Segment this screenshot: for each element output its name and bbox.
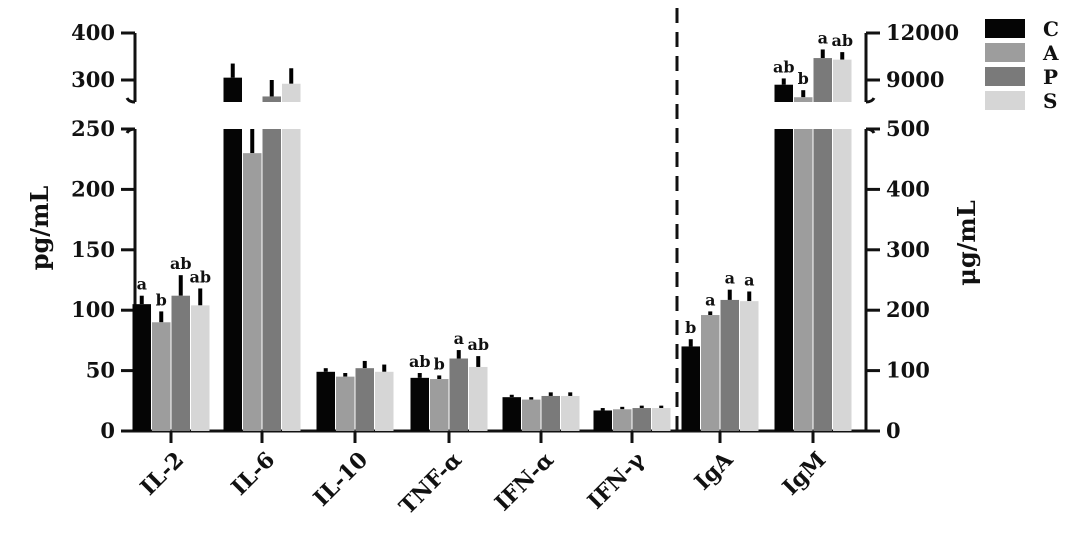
bar-a-lower: [794, 129, 813, 431]
left-axis-title: pg/mL: [25, 186, 54, 271]
right-axis-tick-label: 400: [886, 176, 930, 201]
legend-swatch-p: [985, 67, 1025, 86]
bar-c: [132, 304, 151, 431]
significance-letter: ab: [467, 335, 489, 354]
bar-c: [316, 371, 335, 431]
right-axis-tick-label: 500: [886, 116, 930, 141]
x-tick-label: TNF-α: [394, 447, 467, 520]
significance-letter: a: [705, 290, 715, 309]
significance-letter: a: [454, 329, 464, 348]
bar-p: [541, 395, 560, 431]
left-axis-tick-label: 200: [71, 176, 115, 201]
bar-s: [375, 371, 394, 431]
legend-swatch-a: [985, 43, 1025, 62]
x-tick-label: IgM: [777, 447, 831, 501]
bar-s: [191, 305, 210, 431]
bar-a-upper: [794, 97, 813, 102]
x-tick-label: IL-10: [309, 447, 374, 512]
significance-letter: ab: [831, 31, 853, 50]
significance-letter: b: [798, 69, 809, 88]
bar-c: [593, 410, 612, 431]
bar-a: [522, 399, 541, 431]
bar-s-upper: [282, 83, 301, 102]
bar-s-lower: [833, 129, 852, 431]
bar-s: [652, 408, 671, 431]
significance-letter: ab: [170, 254, 192, 273]
bar-a: [613, 409, 632, 431]
bar-a: [430, 379, 449, 431]
significance-letter: ab: [409, 352, 431, 371]
significance-letter: ab: [773, 57, 795, 76]
right-axis-tick-label: 0: [886, 418, 901, 443]
left-axis-tick-label: 400: [71, 20, 115, 45]
significance-letter: a: [744, 270, 754, 289]
x-tick-label: IgA: [690, 446, 739, 495]
bars-layer: [132, 49, 852, 431]
significance-letter: a: [137, 275, 147, 294]
bar-s: [740, 301, 759, 431]
legend-swatch-s: [985, 91, 1025, 110]
bar-s: [561, 395, 580, 431]
bar-p: [171, 295, 190, 431]
right-axis-break-mark: [865, 97, 876, 104]
bar-c: [410, 377, 429, 431]
significance-letter: ab: [189, 267, 211, 286]
bar-s: [469, 366, 488, 431]
bar-p: [720, 299, 739, 431]
bar-c: [502, 397, 521, 431]
x-tick-label: IFN-α: [490, 447, 559, 516]
bar-a: [152, 322, 171, 431]
legend-label-p: P: [1043, 65, 1058, 89]
bar-p: [632, 408, 651, 431]
significance-letter: b: [685, 318, 696, 337]
bar-p-lower: [262, 129, 281, 431]
x-tick-label: IL-6: [226, 447, 280, 501]
significance-letter: a: [725, 269, 735, 288]
left-axis-tick-label: 250: [71, 116, 115, 141]
legend-label-c: C: [1043, 17, 1059, 41]
right-axis-tick-label: 100: [886, 358, 930, 383]
left-axis-tick-label: 100: [71, 297, 115, 322]
bar-c: [681, 346, 700, 431]
significance-letter: b: [434, 354, 445, 373]
bar-p-upper: [813, 58, 832, 102]
bar-s-lower: [282, 129, 301, 431]
left-axis-tick-label: 150: [71, 237, 115, 262]
bar-p-upper: [262, 96, 281, 102]
right-axis-tick-label: 200: [886, 297, 930, 322]
significance-letter: b: [156, 290, 167, 309]
right-axis-tick-label: 12000: [886, 20, 959, 45]
bar-c-upper: [774, 84, 793, 102]
right-axis-title: μg/mL: [952, 200, 981, 286]
legend-swatch-c: [985, 19, 1025, 38]
left-axis-break-mark: [125, 97, 136, 104]
bar-a: [243, 153, 262, 431]
bar-p-lower: [813, 129, 832, 431]
bar-p: [449, 358, 468, 431]
bar-c-lower: [774, 129, 793, 431]
legend-label-a: A: [1042, 41, 1059, 65]
bar-c-upper: [223, 77, 242, 102]
bar-p: [355, 368, 374, 431]
right-axis-tick-label: 9000: [886, 67, 944, 92]
bar-c-lower: [223, 129, 242, 431]
x-tick-label: IL-2: [135, 447, 189, 501]
legend-label-s: S: [1043, 89, 1057, 113]
left-axis-tick-label: 0: [100, 418, 115, 443]
left-axis-tick-label: 300: [71, 67, 115, 92]
right-axis-tick-label: 300: [886, 237, 930, 262]
significance-letter: a: [818, 28, 828, 47]
bar-s-upper: [833, 59, 852, 102]
bar-a: [701, 315, 720, 431]
x-tick-label: IFN-γ: [583, 447, 651, 515]
bar-a: [336, 376, 355, 431]
left-axis-tick-label: 50: [86, 358, 115, 383]
